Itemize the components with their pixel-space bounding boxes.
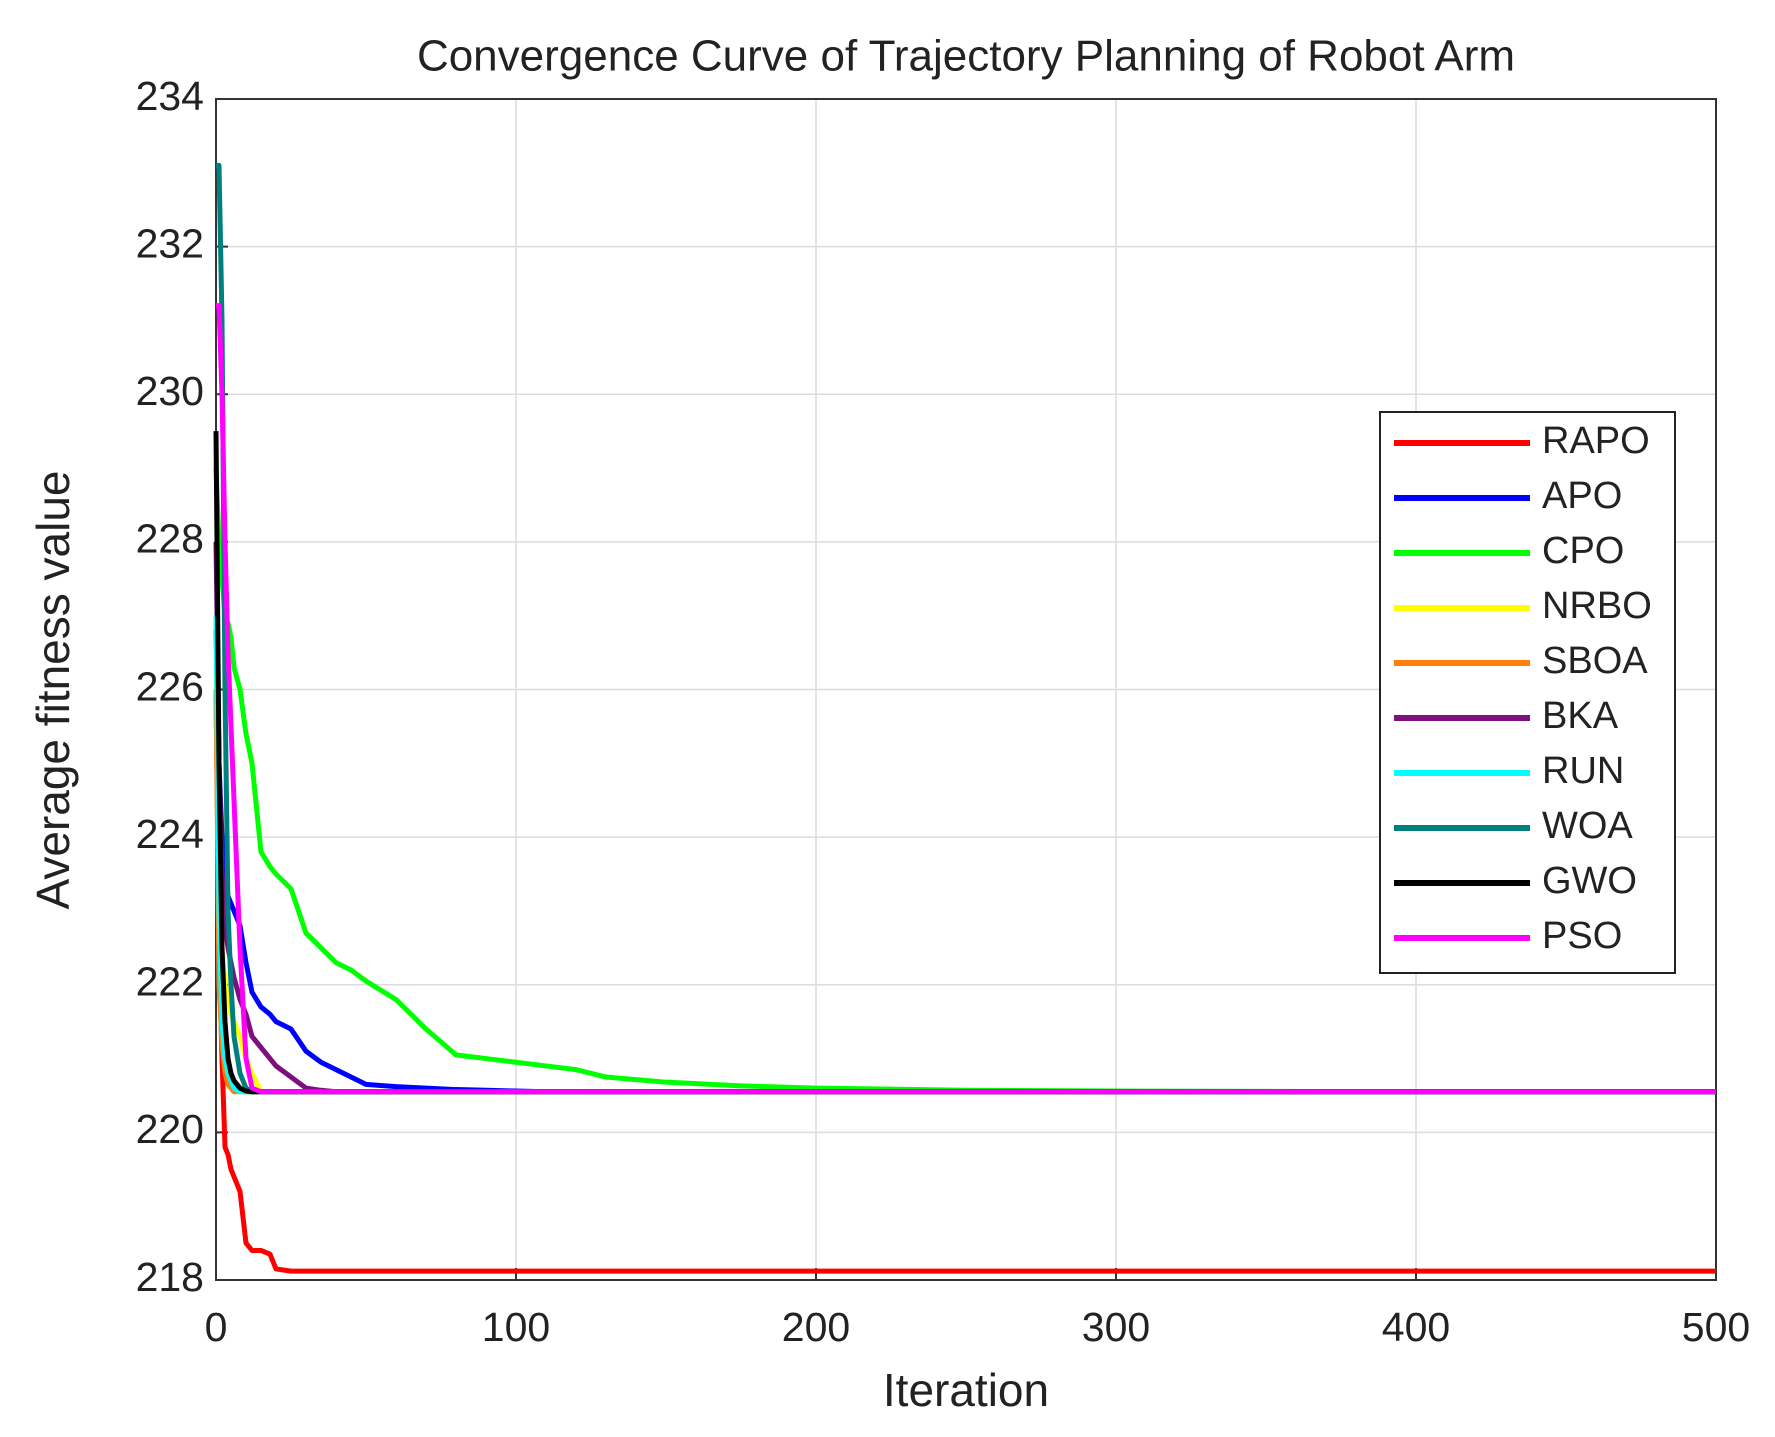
legend-label: GWO [1542,860,1637,902]
legend-label: PSO [1542,915,1622,957]
y-tick-label: 218 [136,1254,204,1300]
legend-label: RAPO [1542,420,1650,462]
y-tick-label: 228 [136,516,204,562]
y-tick-label: 232 [136,220,204,266]
chart-title: Convergence Curve of Trajectory Planning… [417,32,1515,81]
y-tick-label: 224 [136,811,204,857]
y-tick-label: 226 [136,663,204,709]
y-tick-label: 220 [136,1106,204,1152]
legend-label: RUN [1542,750,1624,792]
legend-label: NRBO [1542,585,1652,627]
x-tick-label: 200 [782,1304,850,1350]
x-tick-label: 400 [1382,1304,1450,1350]
y-tick-label: 234 [136,73,204,119]
series-line [213,467,1716,1095]
legend-label: CPO [1542,530,1624,572]
y-axis-label: Average fitness value [27,471,79,910]
legend-label: SBOA [1542,640,1648,682]
legend-label: APO [1542,475,1622,517]
x-tick-label: 300 [1082,1304,1150,1350]
legend-label: BKA [1542,695,1619,737]
series-line [216,303,1716,1095]
legend-box [1379,411,1676,974]
x-tick-label: 500 [1682,1304,1750,1350]
legend-label: WOA [1542,805,1633,847]
x-axis-label: Iteration [883,1364,1049,1416]
series-line [213,689,1716,1274]
x-tick-label: 100 [482,1304,550,1350]
y-tick-label: 230 [136,368,204,414]
x-tick-label: 0 [205,1304,228,1350]
y-tick-label: 222 [136,959,204,1005]
